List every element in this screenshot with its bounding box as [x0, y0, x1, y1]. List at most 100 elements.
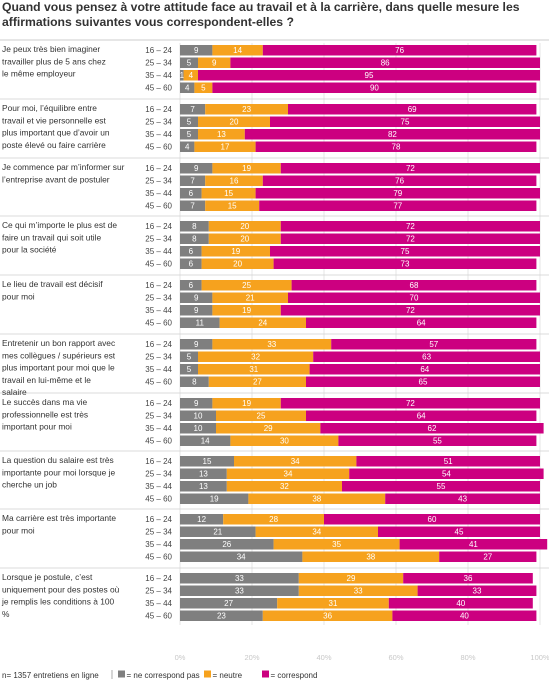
- age-group-label: 45 – 60: [145, 260, 172, 269]
- statement-label: Le lieu de travail est décisif: [2, 279, 103, 289]
- bar-value-label: 7: [190, 105, 195, 114]
- bar-segment-neutre: [198, 364, 310, 375]
- bar-value-label: 25: [257, 412, 266, 421]
- age-group-label: 25 – 34: [145, 528, 172, 537]
- bar-segment-ne: [180, 526, 256, 537]
- bar-value-label: 82: [388, 130, 397, 139]
- bar-segment-corr: [313, 351, 540, 362]
- bar-segment-corr: [324, 514, 540, 525]
- statement-label: Je commence par m’informer sur: [2, 162, 125, 172]
- bar-segment-ne: [180, 200, 206, 211]
- bar-segment-ne: [180, 481, 227, 492]
- age-group-label: 16 – 24: [145, 515, 172, 524]
- legend-label: = ne correspond pas: [127, 671, 200, 680]
- bar-segment-corr: [280, 221, 540, 232]
- bar-segment-neutre: [219, 317, 306, 328]
- bar-value-label: 33: [267, 340, 276, 349]
- bar-segment-corr: [331, 339, 537, 350]
- bar-segment-ne: [180, 317, 220, 328]
- bar-segment-neutre: [302, 551, 440, 562]
- footnote: n= 1357 entretiens en ligne: [2, 671, 99, 680]
- bar-value-label: 8: [192, 222, 197, 231]
- bar-segment-neutre: [201, 258, 274, 269]
- bar-segment-neutre: [223, 514, 324, 525]
- bar-value-label: 76: [395, 177, 404, 186]
- bar-value-label: 32: [280, 482, 289, 491]
- bar-value-label: 41: [469, 540, 478, 549]
- legend-swatch-neutre: [204, 670, 211, 678]
- statement-label: je remplis les conditions à 100: [1, 597, 115, 607]
- bar-value-label: 38: [312, 495, 321, 504]
- bar-segment-neutre: [194, 141, 256, 152]
- bar-value-label: 5: [201, 84, 206, 93]
- bar-value-label: 9: [194, 306, 199, 315]
- statement-label: important pour moi: [2, 422, 72, 432]
- bar-value-label: 9: [194, 340, 199, 349]
- age-group-label: 35 – 44: [145, 482, 172, 491]
- bar-value-label: 12: [197, 515, 206, 524]
- bar-value-label: 29: [347, 574, 356, 583]
- bar-segment-neutre: [198, 351, 314, 362]
- legend-label: = correspond: [271, 671, 318, 680]
- bar-value-label: 65: [419, 378, 428, 387]
- legend-label: = neutre: [213, 671, 243, 680]
- bar-value-label: 19: [210, 495, 219, 504]
- bar-segment-ne: [180, 585, 299, 596]
- x-tick-label: 80%: [460, 653, 475, 662]
- bar-segment-corr: [280, 398, 540, 409]
- bar-value-label: 19: [242, 164, 251, 173]
- statement-label: Je peux très bien imaginer: [2, 44, 100, 54]
- bar-value-label: 75: [401, 247, 410, 256]
- bar-value-label: 36: [464, 574, 473, 583]
- bar-value-label: 9: [194, 399, 199, 408]
- bar-value-label: 68: [410, 281, 419, 290]
- age-group-label: 25 – 34: [145, 470, 172, 479]
- bar-value-label: 10: [194, 424, 203, 433]
- bar-value-label: 72: [406, 164, 415, 173]
- bar-segment-ne: [180, 141, 195, 152]
- bar-segment-ne: [180, 280, 202, 291]
- bar-value-label: 34: [291, 457, 300, 466]
- bar-value-label: 64: [417, 319, 426, 328]
- bar-segment-ne: [180, 339, 213, 350]
- statement-label: l’entreprise avant de postuler: [2, 174, 110, 184]
- bar-segment-corr: [230, 57, 540, 68]
- bar-segment-neutre: [226, 468, 350, 479]
- bar-segment-neutre: [226, 481, 342, 492]
- bar-segment-neutre: [298, 585, 418, 596]
- bar-value-label: 40: [456, 599, 465, 608]
- x-tick-label: 60%: [388, 653, 403, 662]
- bar-segment-neutre: [212, 45, 263, 56]
- bar-segment-corr: [306, 317, 537, 328]
- bar-segment-corr: [244, 129, 541, 140]
- statement-label: pour moi: [2, 291, 35, 301]
- bar-segment-corr: [388, 598, 533, 609]
- bar-segment-corr: [255, 188, 540, 199]
- bar-value-label: 15: [228, 202, 237, 211]
- bar-value-label: 9: [194, 164, 199, 173]
- bar-value-label: 32: [251, 353, 260, 362]
- bar-segment-neutre: [212, 163, 281, 174]
- bar-segment-corr: [399, 539, 548, 550]
- bar-segment-ne: [180, 57, 198, 68]
- statement-label: faire un travail qui soit utile: [2, 232, 101, 242]
- statement-label: Ce qui m’importe le plus est de: [2, 220, 117, 230]
- statement-label: travail en lui-même et le: [2, 375, 91, 385]
- bar-segment-ne: [180, 573, 299, 584]
- bar-value-label: 7: [190, 177, 195, 186]
- bar-segment-ne: [180, 514, 224, 525]
- bar-segment-ne: [180, 129, 198, 140]
- age-group-label: 35 – 44: [145, 71, 172, 80]
- statement-label: mes collègues / supérieurs est: [2, 350, 116, 360]
- bar-value-label: 26: [222, 540, 231, 549]
- statement-label: le même employeur: [2, 69, 76, 79]
- bar-segment-neutre: [212, 339, 332, 350]
- statement-label: importante pour moi lorsque je: [2, 467, 115, 477]
- bar-value-label: 55: [433, 437, 442, 446]
- age-group-label: 16 – 24: [145, 281, 172, 290]
- age-group-label: 35 – 44: [145, 599, 172, 608]
- bar-value-label: 5: [187, 130, 192, 139]
- bar-value-label: 72: [406, 306, 415, 315]
- bar-segment-corr: [356, 456, 540, 467]
- bar-segment-ne: [180, 292, 213, 303]
